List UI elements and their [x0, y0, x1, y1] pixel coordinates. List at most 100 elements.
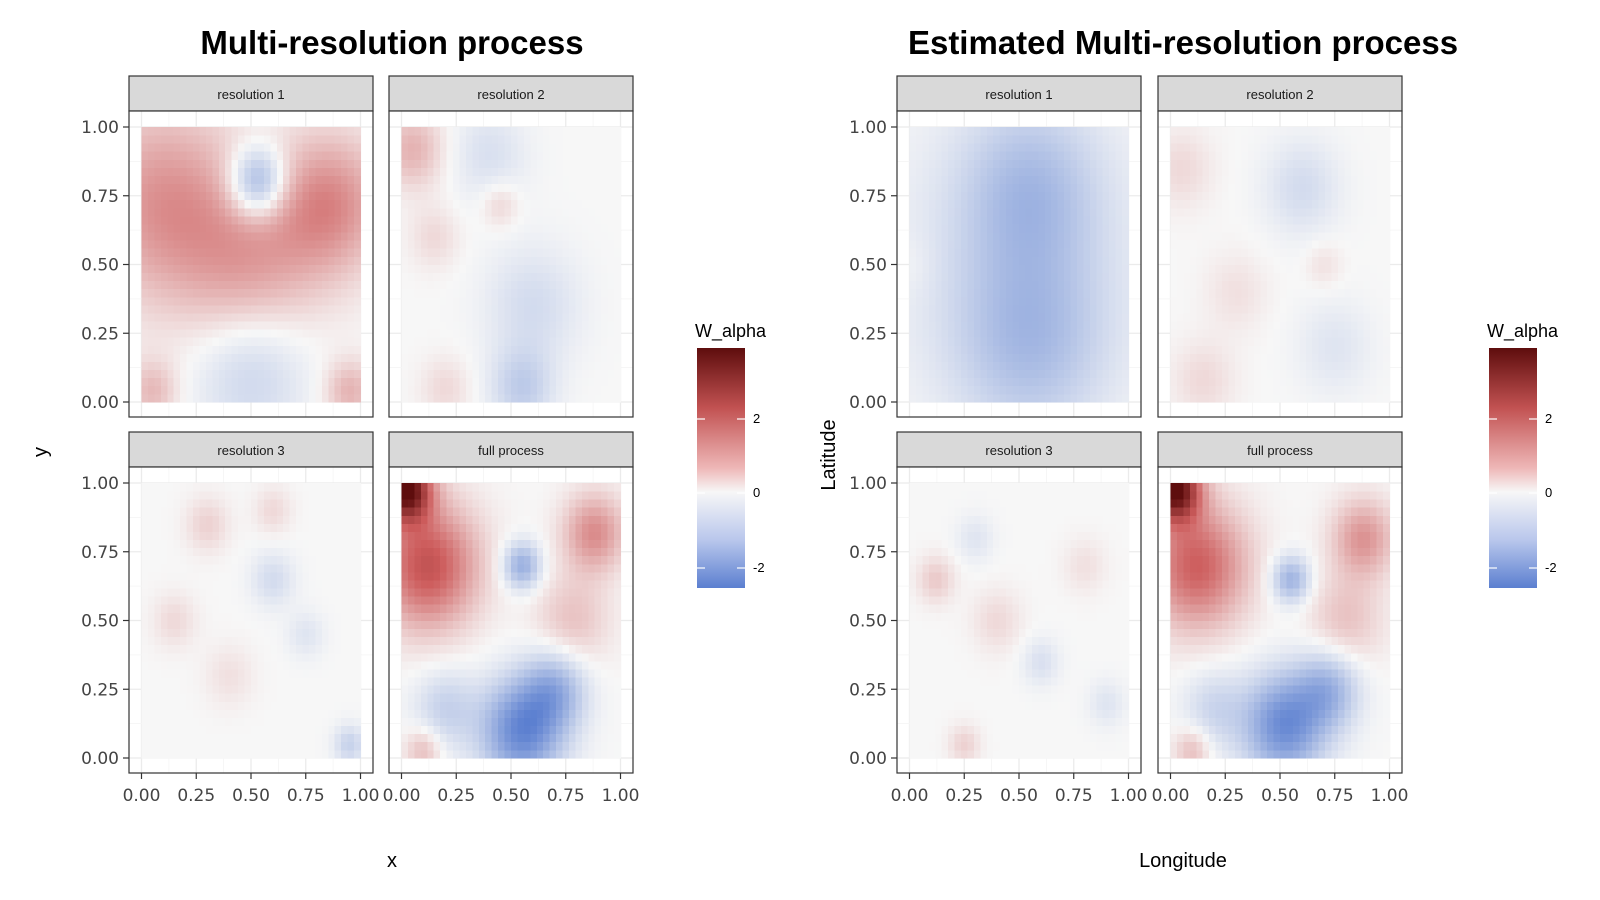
heatmap-tile	[218, 393, 226, 403]
heatmap-tile	[530, 571, 538, 581]
heatmap-tile	[511, 240, 518, 249]
heatmap-tile	[212, 523, 220, 532]
heatmap-tile	[420, 523, 428, 532]
heatmap-tile	[218, 555, 226, 565]
heatmap-tile	[276, 620, 284, 629]
heatmap-tile	[341, 749, 349, 759]
y-tick-label: 1.00	[81, 474, 119, 494]
heatmap-tile	[575, 660, 583, 670]
heatmap-tile	[588, 393, 596, 403]
heatmap-tile	[244, 515, 252, 524]
heatmap-tile	[212, 483, 220, 492]
heatmap-tile	[478, 563, 486, 573]
heatmap-tile	[147, 183, 155, 193]
heatmap-tile	[154, 151, 162, 160]
heatmap-tile	[341, 175, 349, 185]
heatmap-tile	[549, 313, 557, 322]
heatmap-tile	[193, 264, 200, 273]
heatmap-tile	[601, 385, 609, 395]
heatmap-tile	[205, 224, 213, 233]
heatmap-tile	[465, 669, 473, 678]
heatmap-tile	[160, 151, 168, 160]
heatmap-tile	[205, 191, 213, 201]
heatmap-tile	[238, 636, 245, 646]
heatmap-tile	[472, 280, 480, 290]
heatmap-tile	[160, 685, 168, 694]
heatmap-tile	[581, 660, 589, 670]
heatmap-tile	[491, 531, 499, 541]
heatmap-tile	[556, 620, 563, 629]
heatmap-tile	[427, 143, 435, 152]
heatmap-tile	[491, 361, 499, 371]
left-legend-title: W_alpha	[695, 321, 767, 342]
heatmap-tile	[549, 248, 557, 257]
heatmap-tile	[321, 507, 329, 516]
heatmap-tile	[193, 580, 200, 589]
heatmap-tile	[263, 135, 271, 144]
heatmap-tile	[601, 127, 609, 136]
heatmap-tile	[334, 353, 342, 362]
heatmap-tile	[588, 207, 596, 217]
heatmap-tile	[575, 248, 583, 257]
heatmap-tile	[283, 288, 291, 298]
heatmap-tile	[180, 636, 187, 646]
heatmap-tile	[160, 660, 168, 670]
heatmap-tile	[212, 644, 220, 654]
heatmap-tile	[347, 151, 355, 160]
heatmap-tile	[231, 660, 239, 670]
heatmap-tile	[263, 232, 271, 241]
heatmap-tile	[485, 523, 493, 532]
heatmap-tile	[562, 393, 570, 403]
heatmap-tile	[315, 143, 323, 152]
heatmap-tile	[478, 644, 486, 654]
heatmap-tile	[594, 288, 602, 298]
heatmap-tile	[453, 515, 460, 524]
heatmap-tile	[498, 725, 505, 735]
heatmap-tile	[588, 523, 596, 532]
heatmap-tile	[614, 353, 621, 362]
heatmap-tile	[205, 677, 213, 686]
heatmap-tile	[420, 143, 428, 152]
heatmap-tile	[257, 612, 265, 621]
heatmap-tile	[244, 321, 252, 330]
heatmap-tile	[556, 596, 563, 605]
heatmap-tile	[935, 151, 943, 160]
heatmap-tile	[614, 296, 621, 306]
heatmap-tile	[154, 288, 162, 298]
heatmap-tile	[160, 321, 168, 330]
heatmap-tile	[504, 483, 512, 492]
heatmap-tile	[575, 717, 583, 727]
heatmap-tile	[283, 248, 291, 257]
heatmap-tile	[453, 240, 460, 249]
heatmap-tile	[575, 199, 583, 209]
heatmap-tile	[173, 215, 181, 225]
heatmap-tile	[308, 660, 316, 670]
heatmap-tile	[225, 199, 233, 209]
heatmap-tile	[193, 369, 200, 379]
heatmap-tile	[414, 531, 422, 541]
heatmap-tile	[601, 321, 609, 330]
heatmap-tile	[446, 151, 454, 160]
heatmap-tile	[465, 224, 473, 233]
heatmap-tile	[354, 280, 361, 290]
heatmap-tile	[935, 167, 943, 176]
heatmap-tile	[321, 563, 329, 573]
heatmap-tile	[186, 393, 194, 403]
heatmap-tile	[530, 531, 538, 541]
heatmap-tile	[491, 183, 499, 193]
heatmap-tile	[433, 612, 441, 621]
heatmap-tile	[308, 329, 316, 338]
heatmap-tile	[238, 571, 245, 581]
heatmap-tile	[167, 345, 175, 354]
heatmap-tile	[401, 329, 409, 338]
heatmap-tile	[147, 329, 155, 338]
heatmap-tile	[173, 741, 181, 751]
heatmap-tile	[238, 725, 245, 735]
heatmap-tile	[420, 483, 428, 492]
heatmap-tile	[928, 175, 936, 185]
heatmap-tile	[321, 385, 329, 395]
heatmap-tile	[244, 353, 252, 362]
heatmap-tile	[530, 240, 538, 249]
heatmap-tile	[302, 725, 310, 735]
heatmap-tile	[212, 353, 220, 362]
